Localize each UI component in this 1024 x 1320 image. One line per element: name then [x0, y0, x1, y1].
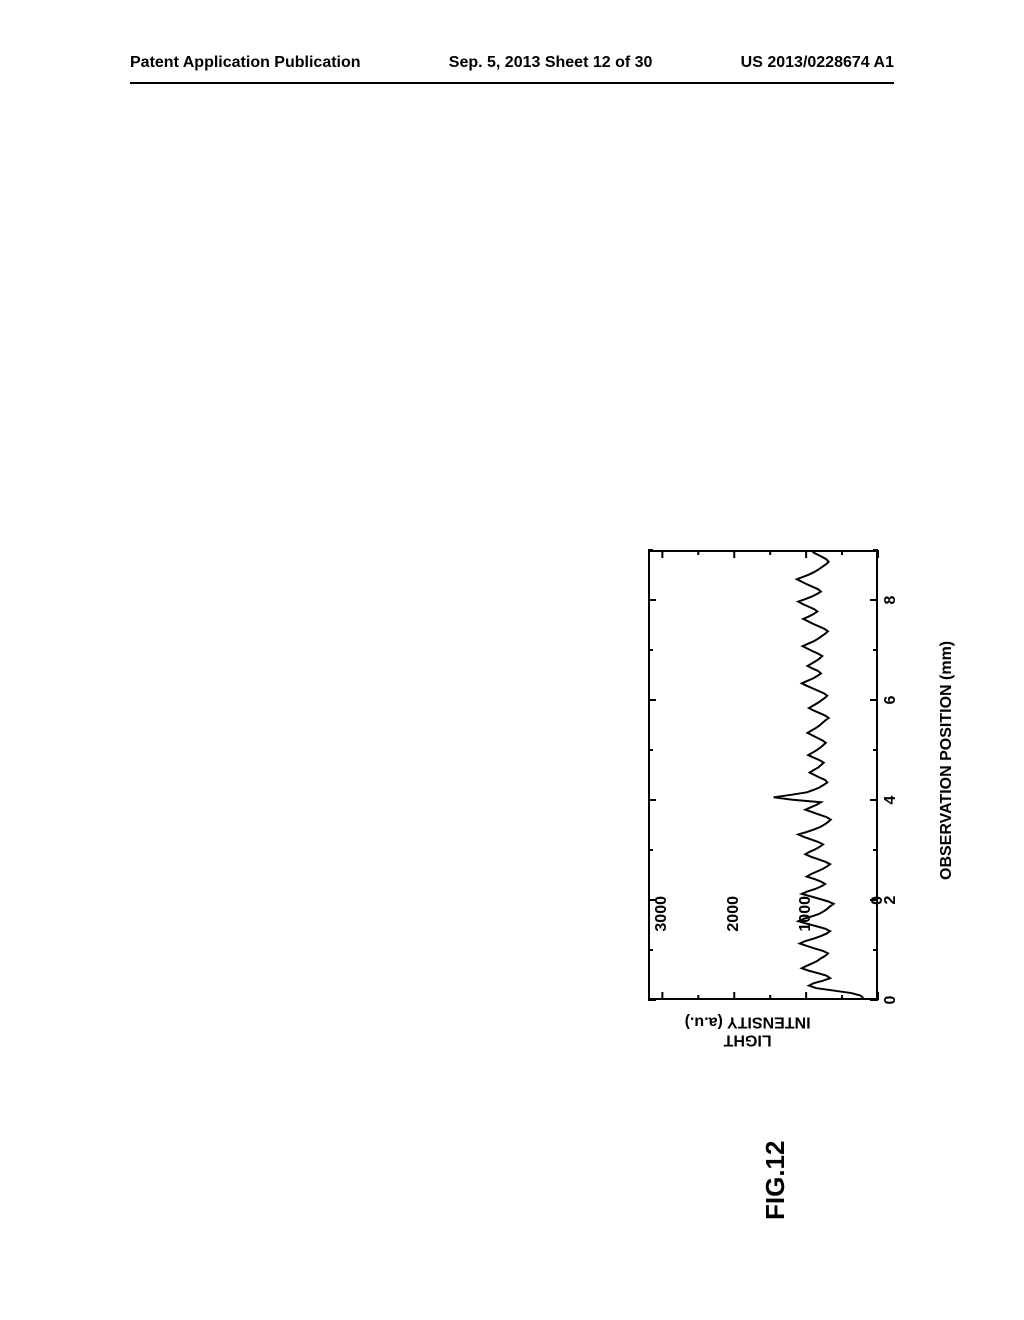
header-left: Patent Application Publication: [130, 54, 361, 72]
ytick-label: 3000: [653, 896, 671, 996]
ylabel-unit: (a.u.): [685, 1014, 723, 1031]
xtick-label: 2: [882, 890, 900, 910]
figure-label: FIG.12: [760, 1141, 791, 1220]
ytick-label: 2000: [725, 896, 743, 996]
header-center: Sep. 5, 2013 Sheet 12 of 30: [449, 54, 653, 72]
ylabel-line1: LIGHT: [724, 1032, 772, 1049]
x-axis-label: OBSERVATION POSITION (mm): [938, 641, 956, 880]
xtick-label: 8: [882, 590, 900, 610]
header-right: US 2013/0228674 A1: [741, 54, 894, 72]
page-header: Patent Application Publication Sep. 5, 2…: [0, 54, 1024, 72]
xtick-label: 0: [882, 990, 900, 1010]
ytick-label: 0: [869, 896, 887, 996]
ytick-label: 1000: [797, 896, 815, 996]
xtick-label: 6: [882, 690, 900, 710]
header-rule: [130, 82, 894, 84]
ticks-svg: [648, 550, 878, 1000]
xtick-label: 4: [882, 790, 900, 810]
figure-12: FIG.12 LIGHT INTENSITY (a.u.) OBSERVATIO…: [630, 540, 950, 1100]
ylabel-line2: INTENSITY: [727, 1014, 810, 1031]
